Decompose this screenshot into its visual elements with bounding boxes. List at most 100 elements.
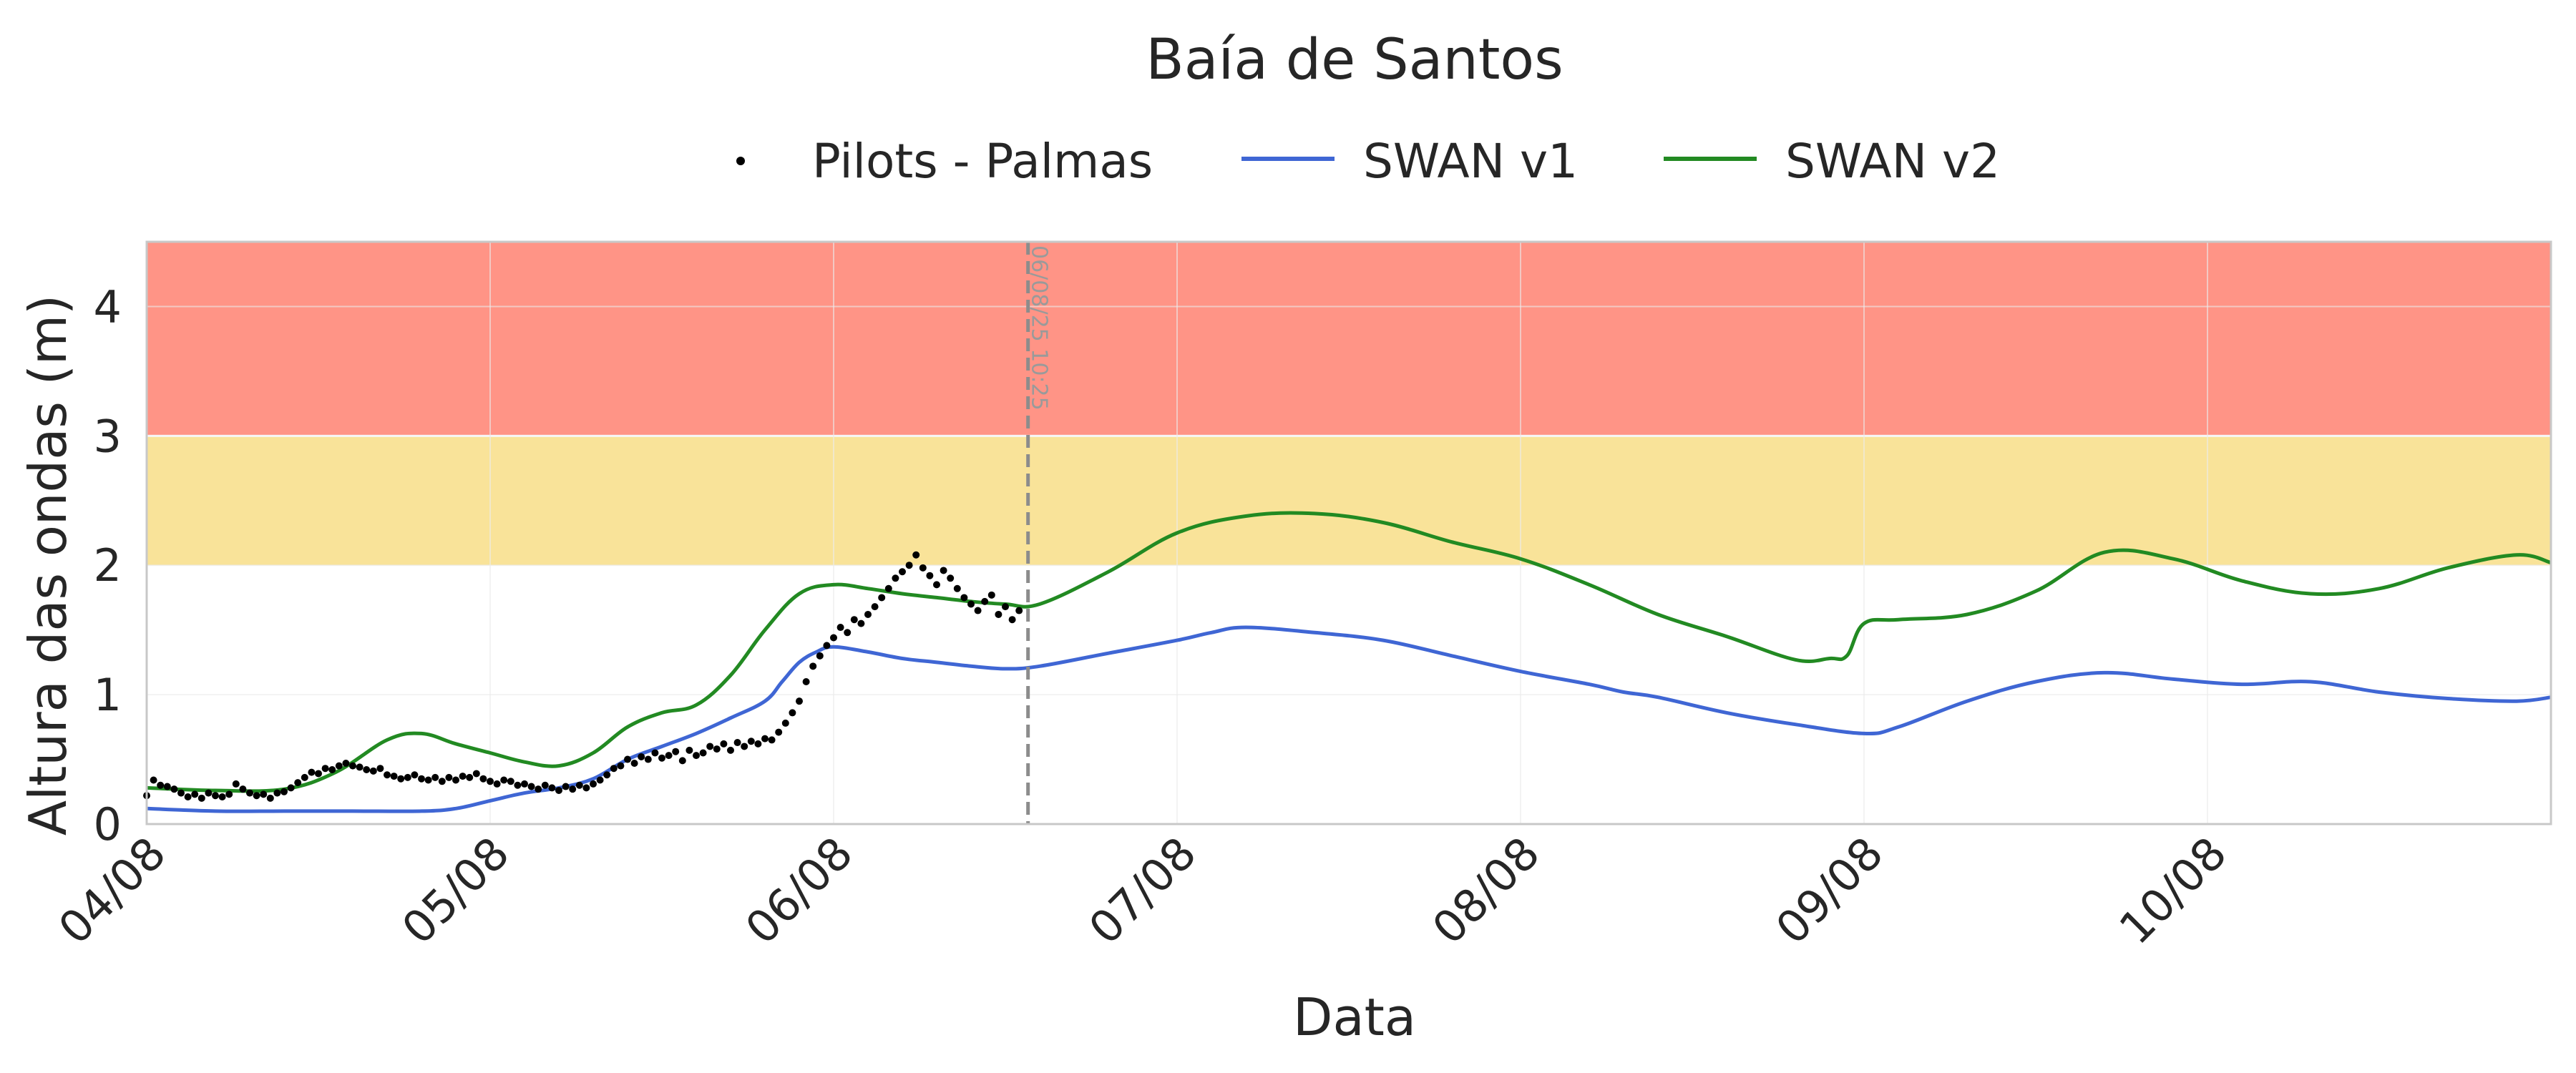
data-point [1002,603,1009,611]
legend-label-swan-v2: SWAN v2 [1785,134,2000,189]
data-point [342,759,350,767]
y-tick-label: 2 [94,539,122,592]
data-point [884,584,892,592]
data-point [514,781,522,789]
chart-title: Baía de Santos [1146,28,1563,92]
data-point [857,619,865,627]
data-point [273,789,281,797]
data-point [184,793,192,801]
data-point [789,709,796,717]
data-point [555,786,562,794]
data-point [733,739,741,747]
data-point [541,781,549,789]
data-point [411,771,419,779]
data-point [356,763,364,771]
data-point [658,754,665,762]
model-series [146,511,2552,813]
observation-points [143,551,1023,802]
legend-label-pilots: Pilots - Palmas [812,134,1153,189]
data-point [610,765,618,773]
y-tick-label: 3 [94,410,122,462]
data-point [947,574,955,582]
data-point [404,773,411,781]
x-tick-label: 10/08 [2109,827,2237,954]
data-point [596,776,604,784]
y-axis-label: Altura das ondas (m) [18,295,78,836]
data-point [926,572,934,579]
data-point [266,794,274,802]
data-point [205,789,213,797]
data-point [212,792,219,800]
y-tick-label: 0 [94,798,122,851]
data-point [218,793,226,801]
data-point [713,745,721,753]
data-point [328,766,336,774]
data-point [349,762,356,770]
data-point [438,778,446,785]
data-point [960,594,968,602]
data-point [878,594,886,602]
data-point [624,755,631,763]
data-point [981,597,989,605]
data-point [844,629,852,637]
data-point [919,564,927,572]
data-point [651,749,659,757]
data-point [369,767,377,775]
data-point [500,776,508,784]
data-point [809,662,817,670]
data-point [1015,607,1023,614]
data-point [253,792,260,800]
data-point [775,728,783,736]
y-tick-label: 1 [94,669,122,721]
data-point [459,773,467,780]
data-point [706,743,714,750]
data-point [871,603,879,611]
data-point [905,562,913,569]
data-point [974,607,982,614]
data-point [321,765,329,773]
data-point [850,616,858,624]
data-point [308,768,316,776]
threshold-band-1 [147,436,2551,566]
data-point [163,783,171,790]
data-point [617,762,625,770]
legend-marker-pilots [736,157,745,165]
data-point [672,748,680,755]
data-point [246,789,253,797]
data-point [603,771,611,779]
data-point [940,567,947,574]
data-point [693,752,700,760]
data-point [445,773,453,781]
data-point [987,591,995,599]
data-point [678,757,686,765]
data-point [582,784,590,792]
x-axis-label: Data [1293,987,1416,1047]
data-point [720,740,728,748]
data-point [741,743,748,750]
data-point [892,574,899,582]
data-point [644,755,652,763]
data-point [170,785,178,793]
data-point [899,568,906,576]
data-point [280,788,288,795]
legend: Pilots - Palmas SWAN v1 SWAN v2 [736,134,2000,189]
data-point [507,778,514,785]
data-point [487,778,494,785]
threshold-bands [147,242,2551,566]
data-point [562,783,570,790]
x-tick-label: 09/08 [1766,827,1893,954]
data-point [390,773,398,780]
data-point [781,719,789,727]
legend-item-swan-v1: SWAN v1 [1241,134,1578,189]
data-point [995,610,1002,618]
legend-item-swan-v2: SWAN v2 [1664,134,2000,189]
data-point [363,766,371,774]
data-point [239,785,247,793]
threshold-band-0 [147,242,2551,436]
x-tick-label: 05/08 [392,827,519,954]
data-point [424,776,432,784]
current-time-marker: 06/08/25 10:25 [1026,242,1052,824]
data-point [699,749,707,757]
data-point [548,784,556,792]
data-point [527,783,535,790]
